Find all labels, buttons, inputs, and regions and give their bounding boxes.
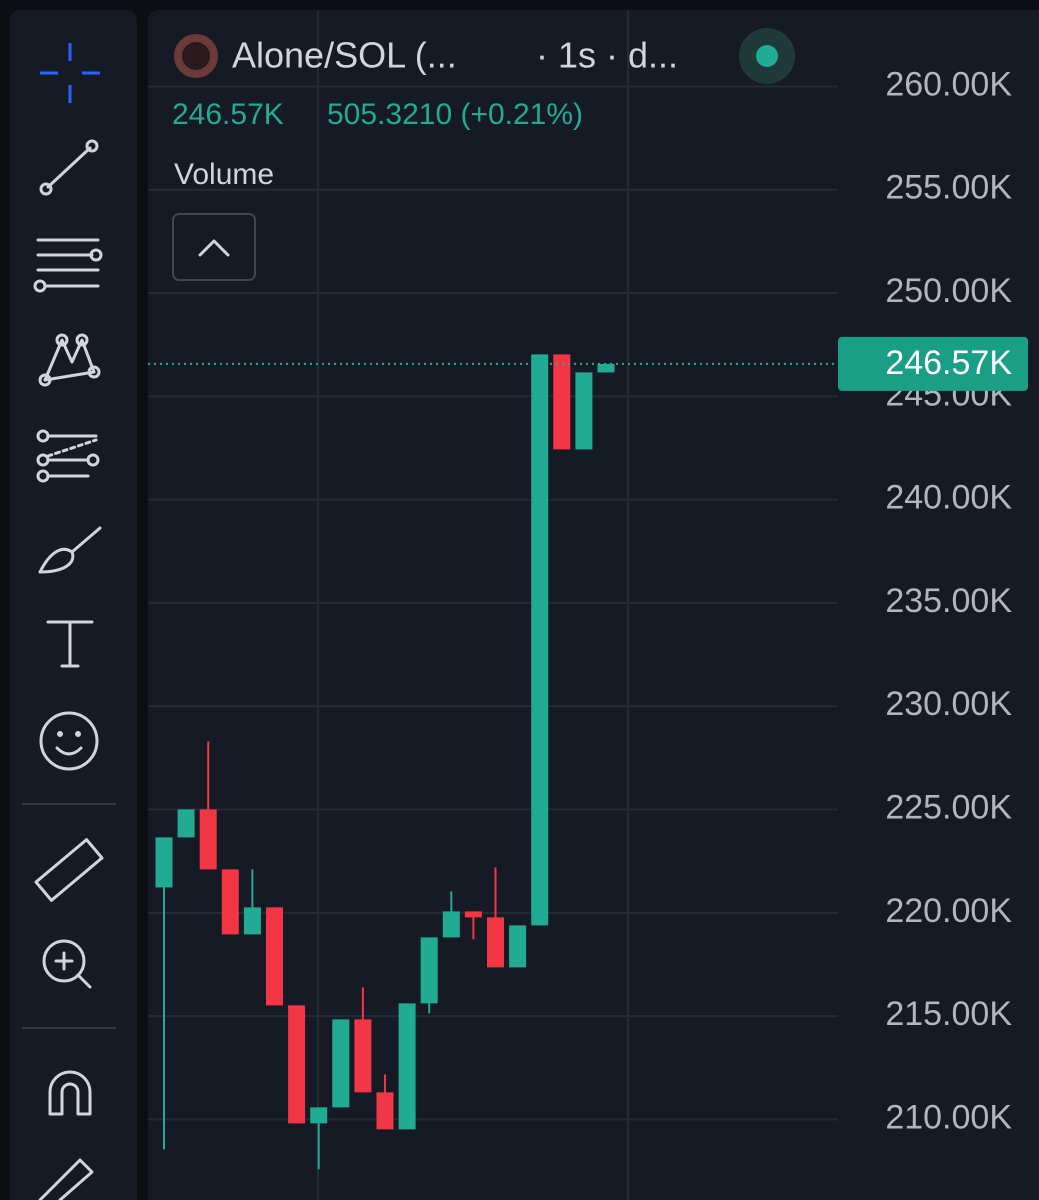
symbol-title: Alone/SOL (... [232,35,457,76]
candle-body [553,354,571,450]
interval: · 1s · d... [536,35,678,76]
pattern-icon[interactable] [38,333,101,387]
y-tick-label: 230.00K [885,685,1012,723]
candle-body [288,1005,306,1124]
collapse-chevron [198,239,230,257]
candle-body [376,1092,394,1130]
last-price-box [838,336,1028,391]
last-price: 246.57K [172,98,284,131]
lock-icon[interactable] [38,1158,94,1200]
y-tick-label: 210.00K [885,1098,1012,1136]
toolbar-icons [22,43,116,1200]
zoom-icon[interactable] [42,939,92,989]
candle-body [354,1019,372,1093]
indicator-name: Volume [174,158,274,191]
y-axis: 260.00K255.00K250.00K245.00K240.00K235.0… [885,65,1012,1136]
token-avatar-inner [182,42,210,70]
text-icon[interactable] [46,620,94,668]
fib-icon[interactable] [36,429,100,483]
legend-header: Alone/SOL (... · 1s · d... 246.57K 505.3… [172,28,795,281]
brush-icon[interactable] [38,526,102,574]
candle-body [575,372,593,450]
y-tick-label: 260.00K [885,65,1012,103]
emoji-icon[interactable] [39,711,99,771]
candle-body [243,907,261,935]
lines-icon[interactable] [33,238,103,293]
candle-body [531,354,549,926]
candle-body [155,837,173,888]
chart-panel [148,10,1039,1200]
candle-body [310,1107,328,1124]
y-tick-label: 235.00K [885,582,1012,620]
magnet-icon[interactable] [48,1070,92,1116]
candle-body [398,1003,416,1130]
change: 505.3210 (+0.21%) [327,98,583,131]
last-price-label: 246.57K [885,344,1012,382]
candle-body [487,917,504,968]
candle-body [177,809,195,838]
grid [148,10,838,1200]
y-tick-label: 240.00K [885,479,1012,517]
price-tag: 246.57K [148,336,1028,391]
y-tick-label: 250.00K [885,272,1012,310]
candles [155,354,615,1170]
candle-body [266,907,283,1006]
trendline-icon[interactable] [39,139,99,196]
candle-body [464,911,482,918]
y-tick-label: 255.00K [885,169,1012,207]
candle-body [221,869,239,935]
status-dot [756,45,778,67]
toolbar [10,10,137,1200]
y-tick-label: 220.00K [885,892,1012,930]
crosshair-icon[interactable] [40,43,100,103]
y-tick-label: 225.00K [885,789,1012,827]
candle-body [597,363,615,373]
collapse-button[interactable] [172,213,256,281]
y-tick-label: 215.00K [885,995,1012,1033]
ruler-icon[interactable] [34,838,104,902]
candle-body [509,925,527,968]
candle-body [442,911,460,938]
candle-body [199,809,217,870]
candle-body [332,1019,350,1108]
candle-body [420,937,438,1004]
